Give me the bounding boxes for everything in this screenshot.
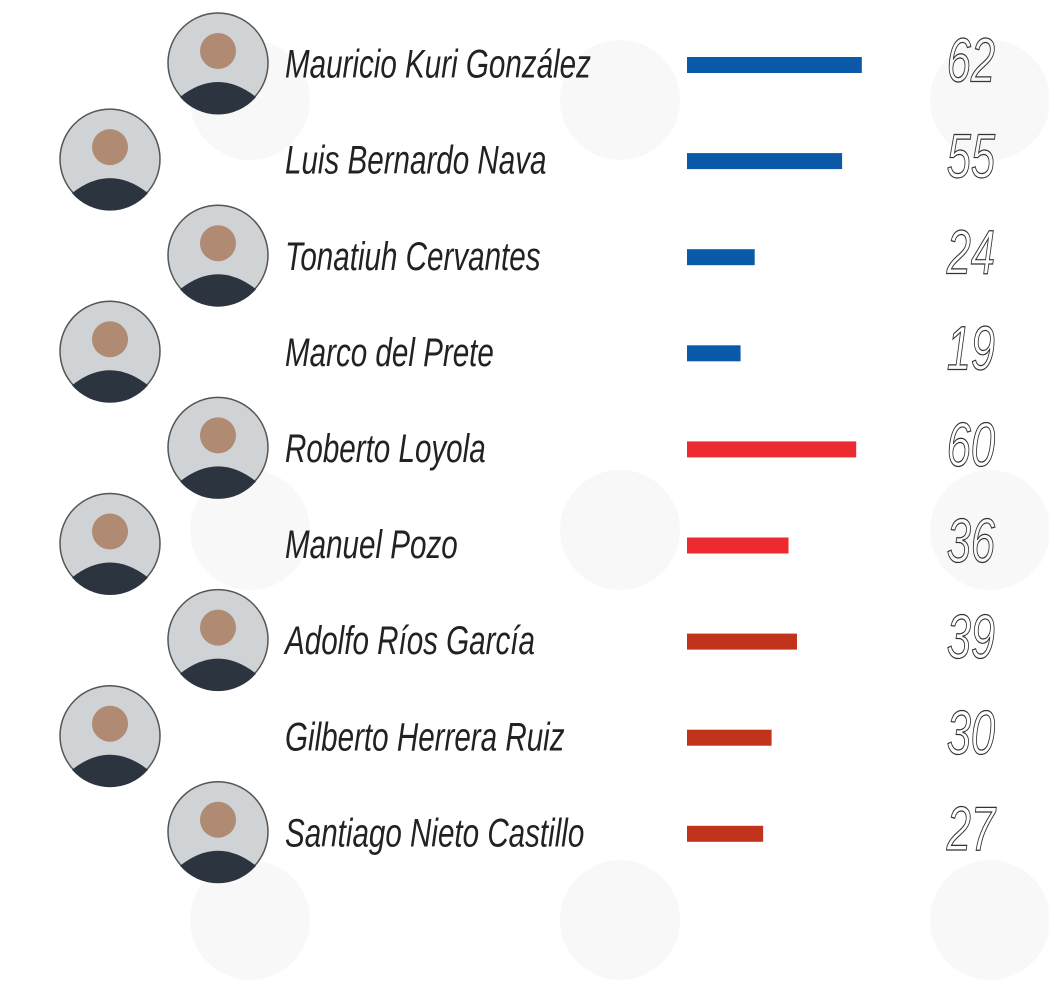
photo-head — [200, 225, 236, 262]
photo-head — [92, 513, 128, 550]
photo-body — [180, 274, 256, 307]
bar — [687, 633, 797, 650]
photo-body — [180, 82, 256, 115]
candidate-name: Adolfo Ríos García — [283, 619, 535, 663]
bar — [687, 57, 862, 73]
photo-body — [72, 562, 148, 596]
candidate-name: Roberto Loyola — [285, 427, 486, 471]
candidate-name: Gilberto Herrera Ruiz — [285, 715, 565, 759]
bar — [687, 345, 741, 362]
candidate-photo — [167, 204, 269, 307]
candidate-name: Santiago Nieto Castillo — [285, 811, 584, 855]
value-label: 19 — [947, 315, 995, 383]
photo-body — [72, 754, 148, 788]
candidate-photo — [167, 781, 269, 884]
bar — [687, 441, 857, 458]
bar — [687, 537, 789, 554]
value-label: 24 — [946, 219, 995, 287]
candidate-name: Marco del Prete — [285, 331, 494, 375]
candidate-photo — [59, 108, 161, 211]
candidate-photo — [59, 492, 161, 596]
candidate-name: Mauricio Kuri González — [285, 42, 591, 86]
value-label: 30 — [947, 700, 995, 768]
photo-body — [72, 178, 148, 211]
photo-head — [92, 705, 128, 742]
candidate-photo — [167, 12, 269, 115]
watermarks — [190, 40, 1049, 980]
candidate-photo — [167, 588, 269, 692]
value-label: 55 — [947, 123, 995, 191]
bar — [687, 153, 843, 170]
candidate-photo — [167, 396, 269, 499]
candidate-name: Luis Bernardo Nava — [285, 138, 547, 182]
candidate-name: Manuel Pozo — [285, 523, 458, 567]
value-label: 60 — [947, 411, 995, 479]
bar — [687, 249, 755, 266]
bar — [687, 825, 764, 842]
candidate-name: Tonatiuh Cervantes — [285, 235, 540, 279]
candidate-photo — [59, 684, 161, 788]
photo-head — [92, 129, 128, 166]
photo-body — [72, 370, 148, 403]
photo-head — [200, 417, 236, 454]
photo-body — [180, 466, 256, 499]
photo-body — [180, 850, 256, 884]
photo-head — [200, 801, 236, 838]
bar — [687, 729, 772, 746]
value-label: 36 — [947, 507, 995, 575]
photo-head — [200, 33, 236, 69]
photo-body — [180, 658, 256, 692]
candidate-photo — [59, 300, 161, 403]
photo-head — [92, 321, 128, 358]
value-label: 27 — [946, 796, 997, 864]
photo-head — [200, 609, 236, 646]
value-label: 39 — [947, 604, 995, 672]
value-label: 62 — [947, 27, 995, 95]
